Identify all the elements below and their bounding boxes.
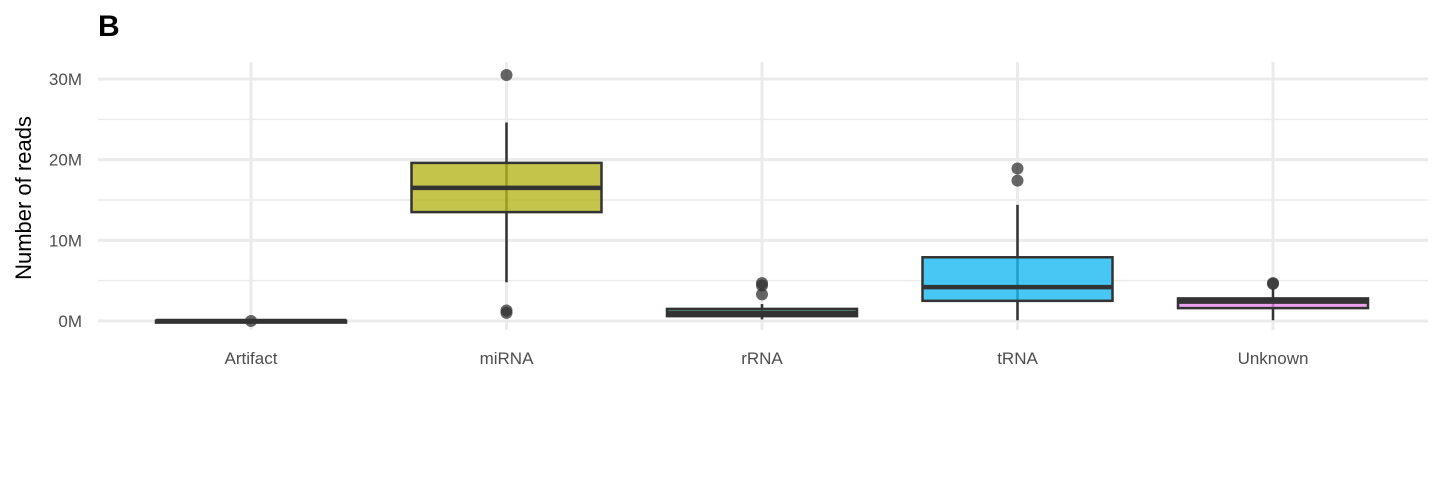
y-tick-label: 30M xyxy=(49,70,82,89)
box-rrna xyxy=(665,277,859,320)
outlier-point xyxy=(245,315,257,327)
box-trna xyxy=(921,162,1114,321)
outlier-point xyxy=(500,68,513,81)
outlier-point xyxy=(1011,162,1024,175)
x-axis-tick-labels: Artifact miRNA rRNA tRNA Unknown xyxy=(225,349,1309,368)
outlier-point xyxy=(756,279,768,292)
y-axis-title: Number of reads xyxy=(11,116,36,280)
x-tick-label: tRNA xyxy=(997,349,1038,368)
y-axis-tick-labels: 0M 10M 20M 30M xyxy=(49,70,82,331)
box-iqr xyxy=(921,256,1114,303)
x-tick-label: rRNA xyxy=(741,349,783,368)
x-tick-label: Unknown xyxy=(1238,349,1309,368)
y-tick-label: 10M xyxy=(49,231,82,250)
x-tick-label: Artifact xyxy=(225,349,278,368)
y-tick-label: 20M xyxy=(49,151,82,170)
x-tick-label: miRNA xyxy=(480,349,534,368)
outlier-point xyxy=(756,288,768,301)
y-tick-label: 0M xyxy=(58,312,82,331)
box-unknown xyxy=(1176,277,1370,321)
box-series xyxy=(154,68,1370,327)
outlier-point xyxy=(500,306,513,319)
box-artifact xyxy=(154,315,348,327)
box-mirna xyxy=(410,68,603,319)
outlier-point xyxy=(1011,174,1024,187)
outlier-point xyxy=(1267,277,1279,290)
panel-tag: B xyxy=(98,10,120,43)
